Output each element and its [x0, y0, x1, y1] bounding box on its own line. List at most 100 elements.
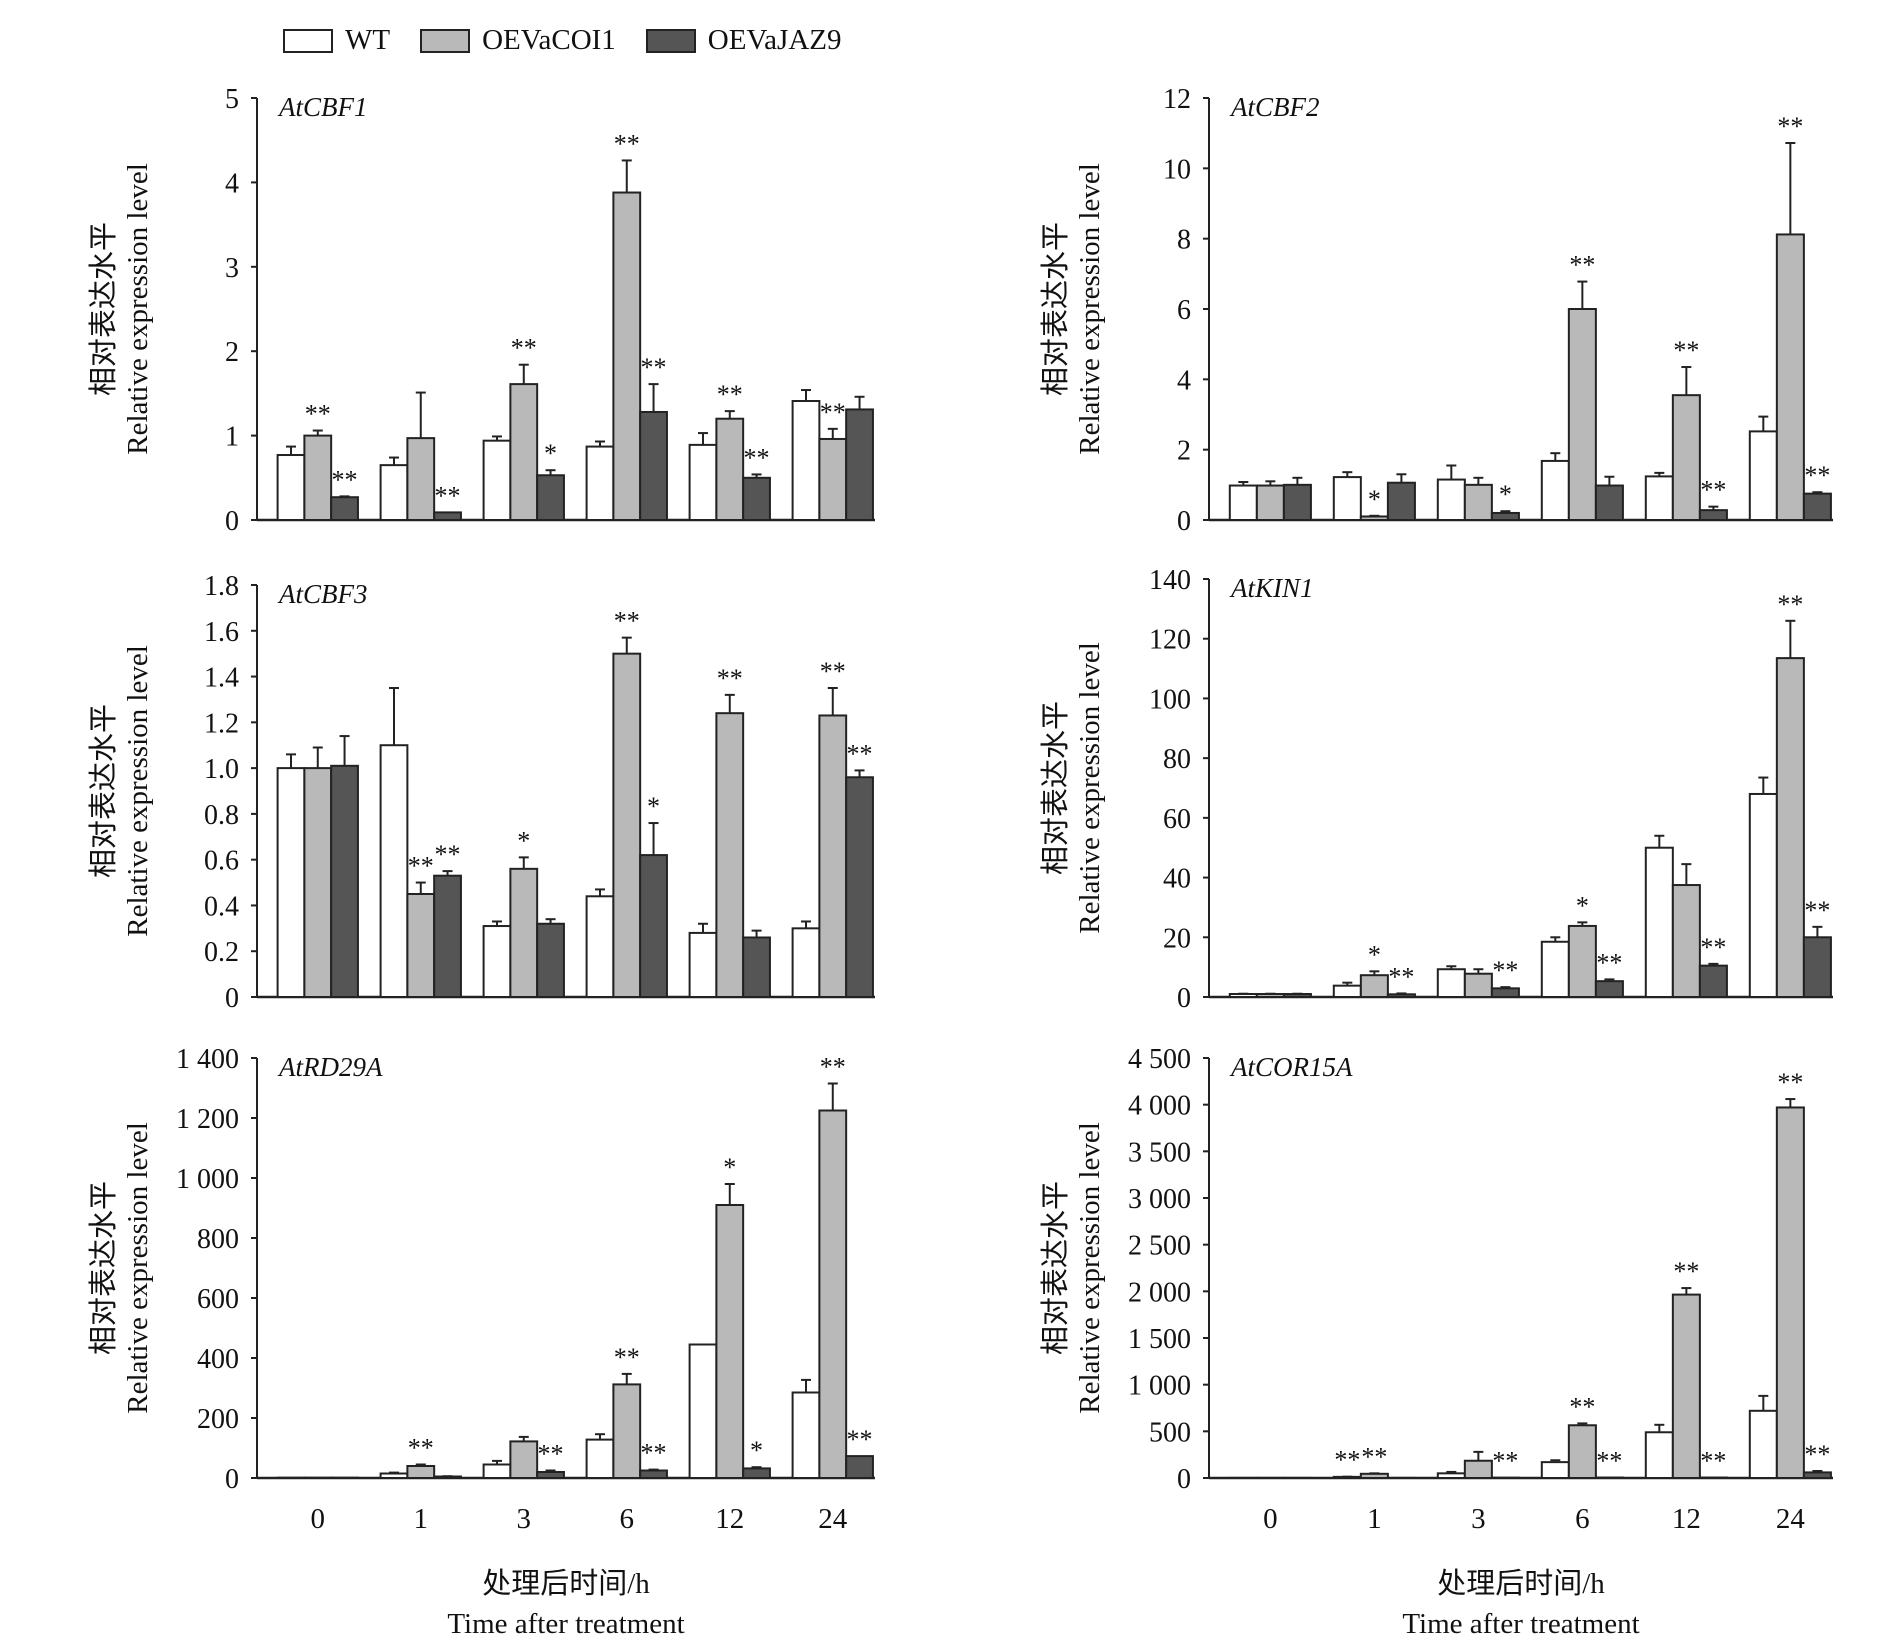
bar-wt-3h: [482, 925, 512, 998]
bar-oevajaz9-24h: [845, 776, 874, 998]
y-tick-label: 1.8: [204, 571, 239, 602]
bar-oevajaz9-6h: [1594, 980, 1624, 999]
significance-mark: **: [538, 1440, 564, 1469]
chart-title: AtCOR15A: [1229, 1052, 1353, 1082]
bar-wt-3h: [1436, 1472, 1466, 1480]
bar-wt-1h: [379, 744, 409, 998]
significance-mark: **: [408, 852, 434, 881]
y-tick-label: 4 000: [1128, 1091, 1191, 1122]
bar-oevacoi1-6h: [612, 1383, 642, 1480]
x-tick-label: 24: [818, 1503, 848, 1535]
y-tick-label: 1.6: [204, 617, 239, 648]
x-tick-label: 3: [1471, 1503, 1486, 1535]
chart-title: AtCBF2: [1229, 92, 1320, 122]
significance-mark: **: [717, 380, 743, 409]
bar-wt-24h: [791, 1391, 821, 1479]
y-tick-label: 0.8: [204, 800, 239, 831]
significance-mark: **: [1804, 896, 1830, 925]
bar-oevacoi1-1h: [1359, 515, 1389, 522]
bar-oevacoi1-12h: [715, 1204, 745, 1479]
significance-mark: **: [1777, 112, 1803, 141]
significance-mark: **: [1569, 251, 1595, 280]
bar-oevacoi1-0h: [303, 767, 333, 998]
bar-wt-0h: [1228, 484, 1258, 521]
significance-mark: *: [1576, 891, 1589, 920]
y-tick-label: 1.4: [204, 663, 239, 694]
y-tick-label: 200: [197, 1404, 239, 1435]
y-tick-label: 2: [225, 337, 239, 368]
significance-mark: **: [1596, 948, 1622, 977]
legend-item-oevajaz9: OEVaJAZ9: [645, 24, 842, 57]
legend-label-oevajaz9: OEVaJAZ9: [707, 24, 842, 56]
bar-wt-1h: [379, 1472, 409, 1479]
y-tick-label: 100: [1149, 684, 1191, 715]
bar-oevajaz9-12h: [742, 936, 771, 999]
bar-wt-12h: [1644, 846, 1674, 999]
x-tick-label: 6: [1575, 1503, 1590, 1535]
significance-mark: **: [1388, 962, 1414, 991]
chart-title: AtRD29A: [277, 1052, 383, 1082]
bar-wt-6h: [1540, 1461, 1570, 1479]
bar-oevacoi1-3h: [1463, 1459, 1493, 1479]
bar-oevajaz9-12h: [1698, 964, 1728, 999]
significance-mark: *: [1499, 480, 1512, 509]
significance-mark: *: [544, 439, 557, 468]
x-tick-label: 1: [414, 1503, 429, 1535]
bar-oevacoi1-12h: [1671, 884, 1701, 998]
bar-oevajaz9-12h: [1698, 509, 1728, 521]
legend-label-wt: WT: [345, 24, 391, 56]
bar-wt-12h: [688, 443, 718, 521]
chart-panel-atcbf2: 0 2 4 6 8 10 12 AtCBF2 相对表达水平 Relative expression…: [1039, 84, 1833, 537]
bar-oevajaz9-0h: [330, 764, 359, 998]
y-axis-label-cn: 相对表达水平: [1039, 701, 1072, 875]
x-tick-label: 12: [715, 1503, 744, 1535]
y-tick-label: 1 000: [1128, 1371, 1191, 1402]
chart-panel-atkin1: 0 20 40 60 80 100 120 140 AtKIN1 相对表达水平 Relative e…: [1039, 565, 1833, 1014]
bar-oevajaz9-1h: [433, 511, 462, 521]
bar-wt-6h: [585, 895, 615, 998]
bar-wt-12h: [688, 931, 718, 999]
y-axis-label-en: Relative expression level: [1074, 1122, 1106, 1414]
bar-oevacoi1-24h: [1775, 657, 1805, 998]
bar-oevacoi1-0h: [303, 434, 333, 522]
bar-wt-1h: [379, 464, 409, 522]
bar-wt-6h: [585, 1438, 615, 1479]
significance-mark: **: [1700, 933, 1726, 962]
y-tick-label: 400: [197, 1344, 239, 1375]
x-axis-label-cn: 处理后时间/h: [482, 1567, 650, 1600]
bar-wt-3h: [1436, 478, 1466, 521]
y-tick-label: 1: [225, 422, 239, 453]
bar-oevacoi1-6h: [1567, 1424, 1597, 1480]
bar-oevacoi1-24h: [818, 714, 848, 998]
y-tick-label: 0: [225, 1464, 239, 1495]
bar-oevacoi1-1h: [1359, 974, 1389, 998]
significance-mark: **: [435, 481, 461, 510]
bar-oevajaz9-3h: [536, 474, 565, 522]
significance-mark: **: [820, 657, 846, 686]
y-tick-label: 2: [1177, 436, 1191, 467]
legend-swatch-oevajaz9: [645, 28, 696, 53]
x-axis-label-cn: 处理后时间/h: [1437, 1567, 1605, 1600]
bar-oevajaz9-12h: [742, 1467, 771, 1480]
x-tick-label: 0: [1263, 1503, 1278, 1535]
bar-wt-3h: [482, 439, 512, 521]
significance-mark: **: [641, 1439, 667, 1468]
chart-title: AtKIN1: [1229, 573, 1314, 603]
legend-swatch-oevacoi1: [420, 28, 471, 53]
y-tick-label: 6: [1177, 295, 1191, 326]
y-tick-label: 0.2: [204, 937, 239, 968]
significance-mark: **: [1673, 1257, 1699, 1286]
bar-oevajaz9-6h: [1594, 484, 1624, 521]
bar-oevacoi1-12h: [715, 712, 745, 999]
bar-oevacoi1-12h: [1671, 394, 1701, 521]
significance-mark: **: [820, 1053, 846, 1082]
y-tick-label: 1 200: [176, 1104, 239, 1135]
significance-mark: **: [1804, 1440, 1830, 1469]
chart-panel-atcor15a: 0 500 1 000 1 500 2 000 2 500 3 000 3 500 4 000 4…: [1039, 1044, 1833, 1640]
significance-mark: **: [614, 129, 640, 158]
y-tick-label: 2 000: [1128, 1277, 1191, 1308]
significance-mark: **: [1673, 336, 1699, 365]
bar-oevajaz9-3h: [1490, 987, 1520, 999]
bar-wt-6h: [1540, 459, 1570, 522]
significance-mark: **: [847, 1425, 873, 1454]
